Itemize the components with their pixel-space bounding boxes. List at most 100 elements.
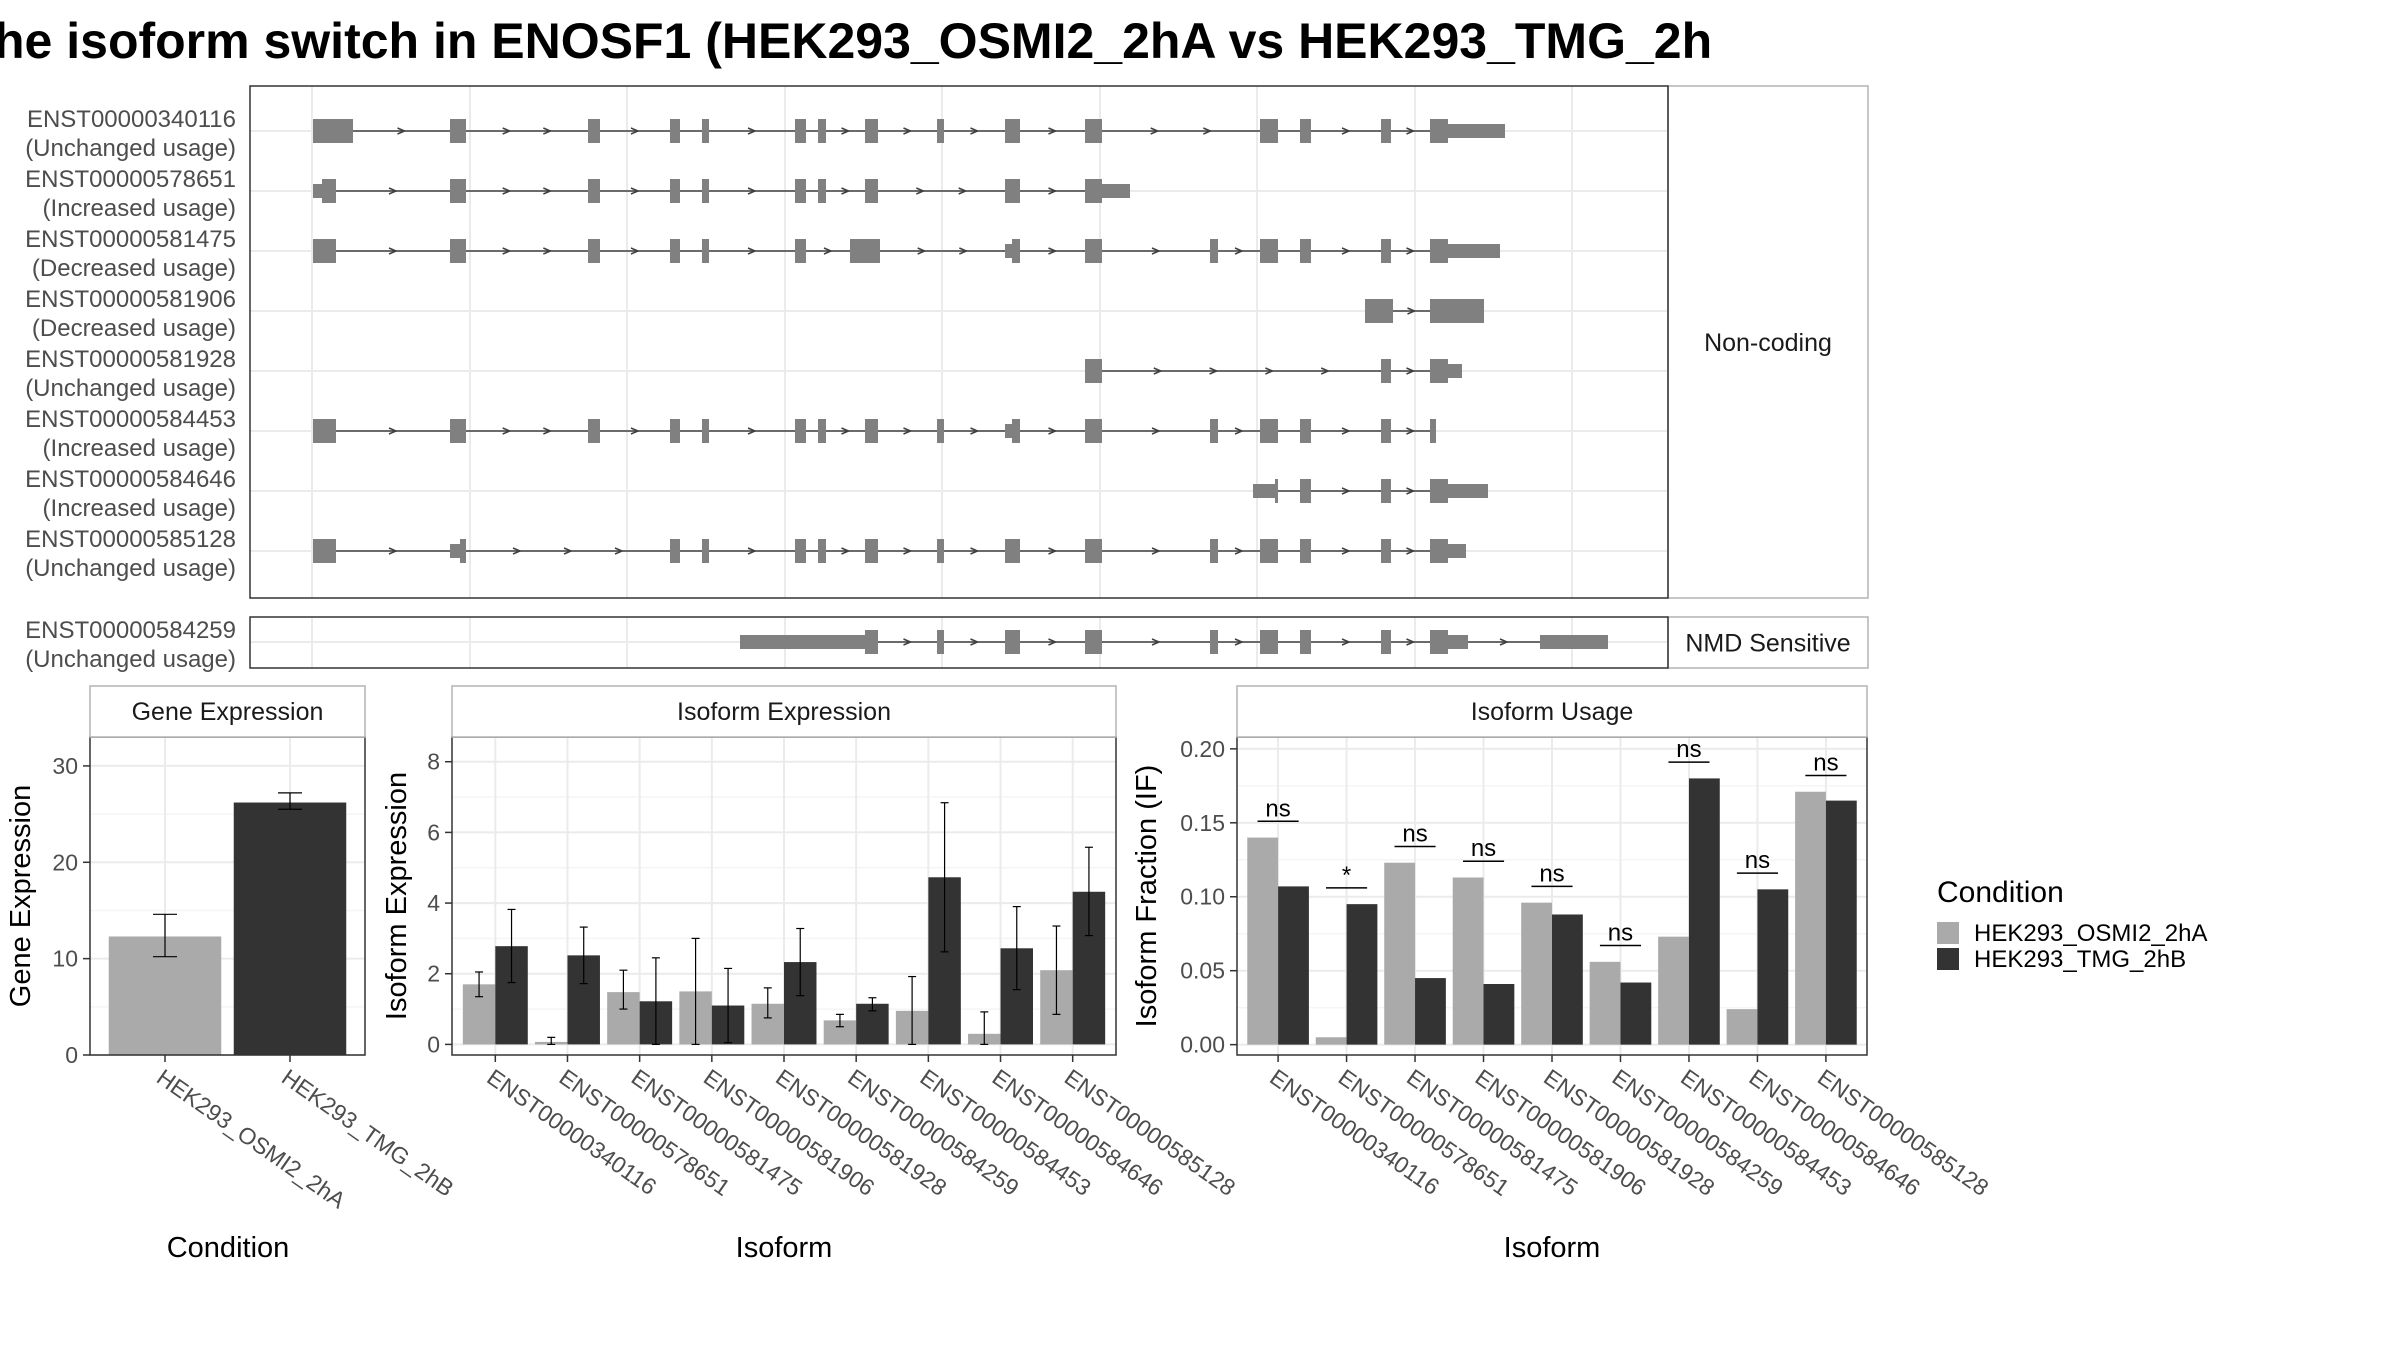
exon [313,119,353,143]
exon [1085,630,1102,654]
transcript-usage-label: (Unchanged usage) [25,555,236,582]
structure-facet-strip [1667,85,1869,599]
significance-label: ns [1402,820,1427,847]
intron-direction-arrow [1234,638,1244,646]
legend-title: Condition [1937,876,2064,909]
x-axis-label: Condition [167,1232,290,1264]
exon [740,635,865,649]
exon [1012,419,1020,443]
intron-direction-arrow [1406,547,1416,555]
transcript-usage-label: (Increased usage) [43,495,236,522]
exon [450,119,466,143]
exon [1430,359,1448,383]
bar [1346,904,1378,1045]
intron-direction-arrow [1406,367,1416,375]
exon [1448,364,1462,378]
y-tick-label: 4 [427,890,440,916]
exon [1005,244,1012,258]
exon [1381,539,1391,563]
intron-direction-arrow [543,127,553,135]
exon [1260,239,1278,263]
exon [588,119,600,143]
intron-direction-arrow [1048,427,1058,435]
exon [1430,419,1436,443]
exon [1448,635,1468,649]
exon [1448,244,1500,258]
exon [937,419,944,443]
structure-facet-label: Non-coding [1704,329,1832,357]
panel-title: Isoform Usage [1471,698,1634,726]
y-axis-label: Isoform Fraction (IF) [1131,765,1163,1028]
intron-direction-arrow [512,547,522,555]
intron-direction-arrow [959,247,969,255]
bar [1757,889,1789,1045]
exon [670,419,680,443]
intron-direction-arrow [1153,367,1163,375]
intron-direction-arrow [1407,307,1417,315]
bar [1278,886,1309,1045]
exon [670,239,680,263]
intron-direction-arrow [388,427,398,435]
intron-direction-arrow [747,247,757,255]
isoform-expression-chart: Isoform Expression 0 2 4 6 8 Isoform Expressio… [381,685,1240,1264]
transcript-usage-label: (Unchanged usage) [25,375,236,402]
panel-strip [451,685,1117,738]
exon [1430,479,1448,503]
y-tick-label: 30 [52,753,78,779]
intron-direction-arrow [1499,638,1509,646]
bar [1620,982,1652,1045]
exon [818,179,826,203]
y-tick-label: 0.05 [1180,958,1225,984]
exon [1448,124,1505,138]
significance-label: ns [1745,847,1770,874]
intron-direction-arrow [747,127,757,135]
structure-panel-border [249,616,1669,669]
exon [313,184,322,198]
intron-direction-arrow [1234,427,1244,435]
bar [1726,1009,1758,1045]
exon [702,239,709,263]
intron-direction-arrow [397,127,407,135]
significance-label: ns [1471,835,1496,862]
transcript-id-label: ENST00000581928 [25,346,236,373]
intron-direction-arrow [970,127,980,135]
exon [450,179,466,203]
intron-direction-arrow [970,547,980,555]
intron-direction-arrow [543,187,553,195]
y-tick-label: 20 [52,849,78,875]
transcript-id-label: ENST00000584646 [25,466,236,493]
bar [1795,791,1826,1045]
intron-direction-arrow [841,187,851,195]
intron-direction-arrow [1151,427,1161,435]
exon [1085,179,1102,203]
exon [1381,479,1391,503]
exon [1381,419,1391,443]
exon [702,419,709,443]
exon [702,539,709,563]
exon [1430,630,1448,654]
intron-direction-arrow [1048,247,1058,255]
intron-direction-arrow [1151,638,1161,646]
bar [1384,862,1416,1045]
intron-direction-arrow [543,427,553,435]
intron-direction-arrow [563,547,573,555]
exon [450,239,466,263]
y-tick-label: 8 [427,749,440,775]
intron-direction-arrow [502,187,512,195]
intron-direction-arrow [747,187,757,195]
y-tick-label: 6 [427,819,440,845]
intron-direction-arrow [841,547,851,555]
exon [1005,539,1020,563]
exon [1085,119,1102,143]
structure-facet-label: NMD Sensitive [1685,630,1850,658]
intron-direction-arrow [1048,127,1058,135]
exon [588,419,600,443]
exon [1430,299,1484,323]
exon [1300,419,1311,443]
transcript-id-label: ENST00000581906 [25,286,236,313]
intron-direction-arrow [903,427,913,435]
intron-direction-arrow [747,427,757,435]
intron-direction-arrow [502,127,512,135]
